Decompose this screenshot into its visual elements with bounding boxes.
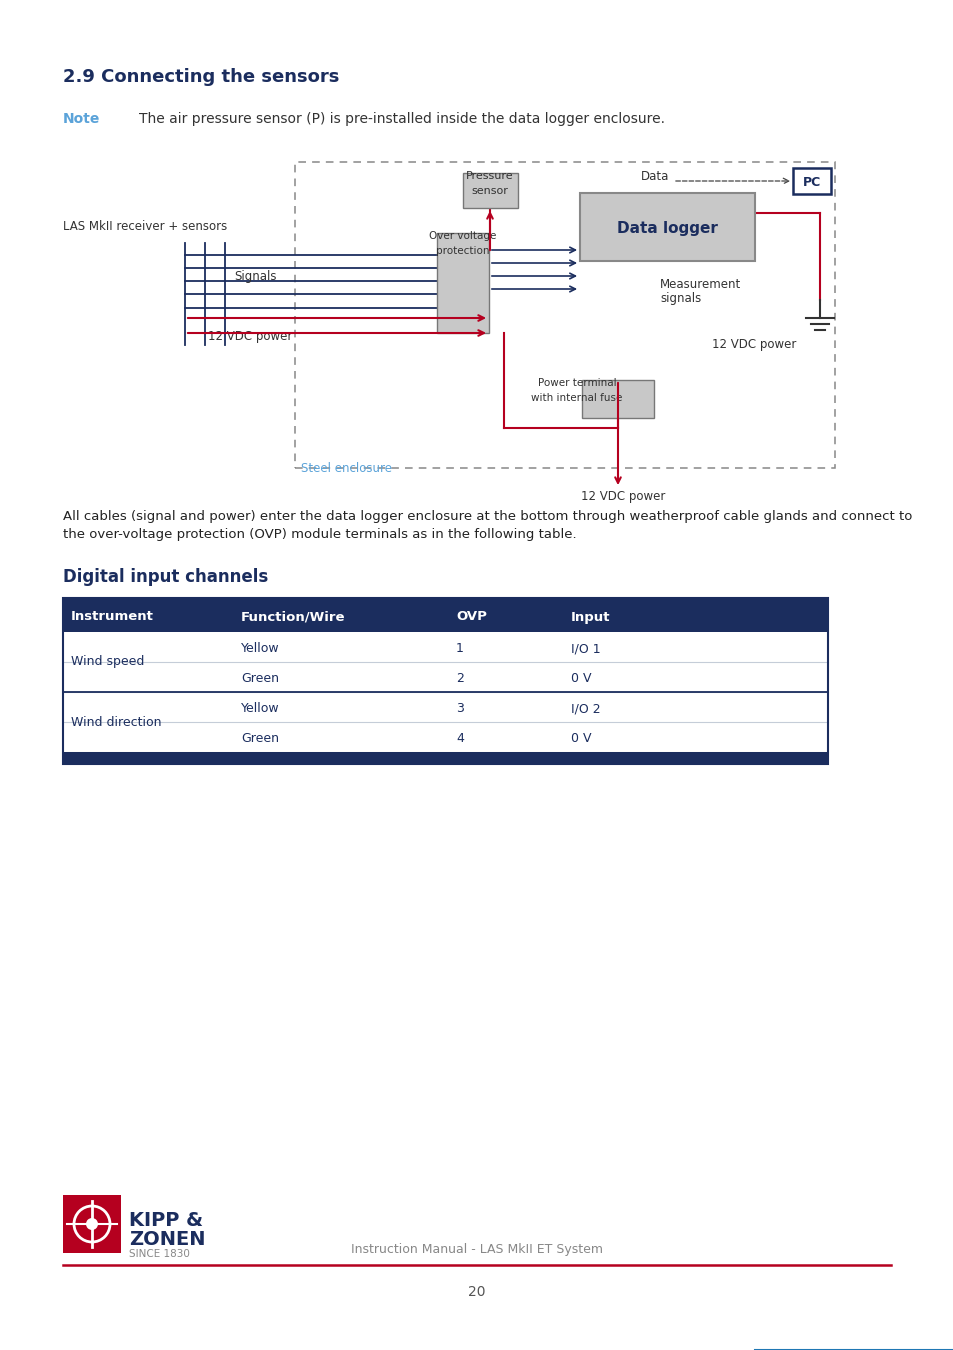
Text: Yellow: Yellow: [241, 702, 279, 716]
Text: The air pressure sensor (P) is pre-installed inside the data logger enclosure.: The air pressure sensor (P) is pre-insta…: [139, 112, 664, 126]
Text: ZONEN: ZONEN: [129, 1230, 205, 1249]
Text: protection: protection: [436, 246, 489, 256]
Text: 0 V: 0 V: [571, 733, 591, 745]
Text: I/O 1: I/O 1: [571, 643, 600, 656]
Text: Data logger: Data logger: [617, 221, 718, 236]
Text: Data: Data: [640, 170, 668, 184]
Text: 12 VDC power: 12 VDC power: [208, 329, 292, 343]
Text: 12 VDC power: 12 VDC power: [711, 338, 796, 351]
Text: Green: Green: [241, 733, 278, 745]
Bar: [63, 1195, 121, 1253]
Text: Pressure: Pressure: [466, 171, 514, 181]
Text: All cables (signal and power) enter the data logger enclosure at the bottom thro: All cables (signal and power) enter the …: [63, 510, 911, 522]
Text: Measurement: Measurement: [659, 278, 740, 292]
Bar: [436, 234, 489, 333]
Text: Instrument: Instrument: [71, 610, 153, 624]
Bar: [294, 162, 834, 468]
Text: 4: 4: [456, 733, 463, 745]
Bar: [792, 167, 830, 194]
Bar: [63, 752, 827, 764]
Bar: [579, 193, 754, 261]
Text: sensor: sensor: [471, 186, 508, 196]
Text: with internal fuse: with internal fuse: [531, 393, 622, 404]
Text: 20: 20: [468, 1285, 485, 1299]
Bar: [63, 722, 827, 752]
Bar: [462, 173, 517, 208]
Bar: [63, 632, 827, 662]
Text: SINCE 1830: SINCE 1830: [129, 1249, 190, 1260]
Text: OVP: OVP: [456, 610, 486, 624]
Text: Green: Green: [241, 672, 278, 686]
Circle shape: [86, 1218, 98, 1230]
Text: 1: 1: [456, 643, 463, 656]
Text: I/O 2: I/O 2: [571, 702, 600, 716]
Text: Over voltage: Over voltage: [429, 231, 497, 242]
Text: Wind direction: Wind direction: [71, 716, 161, 729]
Bar: [67, 1199, 117, 1249]
Text: Instruction Manual - LAS MkII ET System: Instruction Manual - LAS MkII ET System: [351, 1243, 602, 1256]
Bar: [63, 693, 827, 722]
Text: Function/Wire: Function/Wire: [241, 610, 345, 624]
Text: KIPP &: KIPP &: [129, 1211, 203, 1230]
Text: Note: Note: [63, 112, 100, 126]
Text: 0 V: 0 V: [571, 672, 591, 686]
Bar: [63, 598, 827, 764]
Text: 2.9 Connecting the sensors: 2.9 Connecting the sensors: [63, 68, 339, 86]
Text: Yellow: Yellow: [241, 643, 279, 656]
Text: Input: Input: [571, 610, 610, 624]
Text: Steel enclosure: Steel enclosure: [301, 462, 392, 475]
Text: signals: signals: [659, 292, 700, 305]
Text: the over-voltage protection (OVP) module terminals as in the following table.: the over-voltage protection (OVP) module…: [63, 528, 576, 541]
Text: LAS MkII receiver + sensors: LAS MkII receiver + sensors: [63, 220, 227, 234]
Text: 12 VDC power: 12 VDC power: [580, 490, 664, 504]
Bar: [63, 598, 827, 632]
Text: Digital input channels: Digital input channels: [63, 568, 268, 586]
Bar: [581, 379, 654, 418]
Text: 2: 2: [456, 672, 463, 686]
Text: 3: 3: [456, 702, 463, 716]
Text: Wind speed: Wind speed: [71, 656, 144, 668]
Text: Power terminal: Power terminal: [537, 378, 616, 387]
Text: Signals: Signals: [234, 270, 277, 284]
Bar: [63, 662, 827, 693]
Text: PC: PC: [802, 176, 821, 189]
